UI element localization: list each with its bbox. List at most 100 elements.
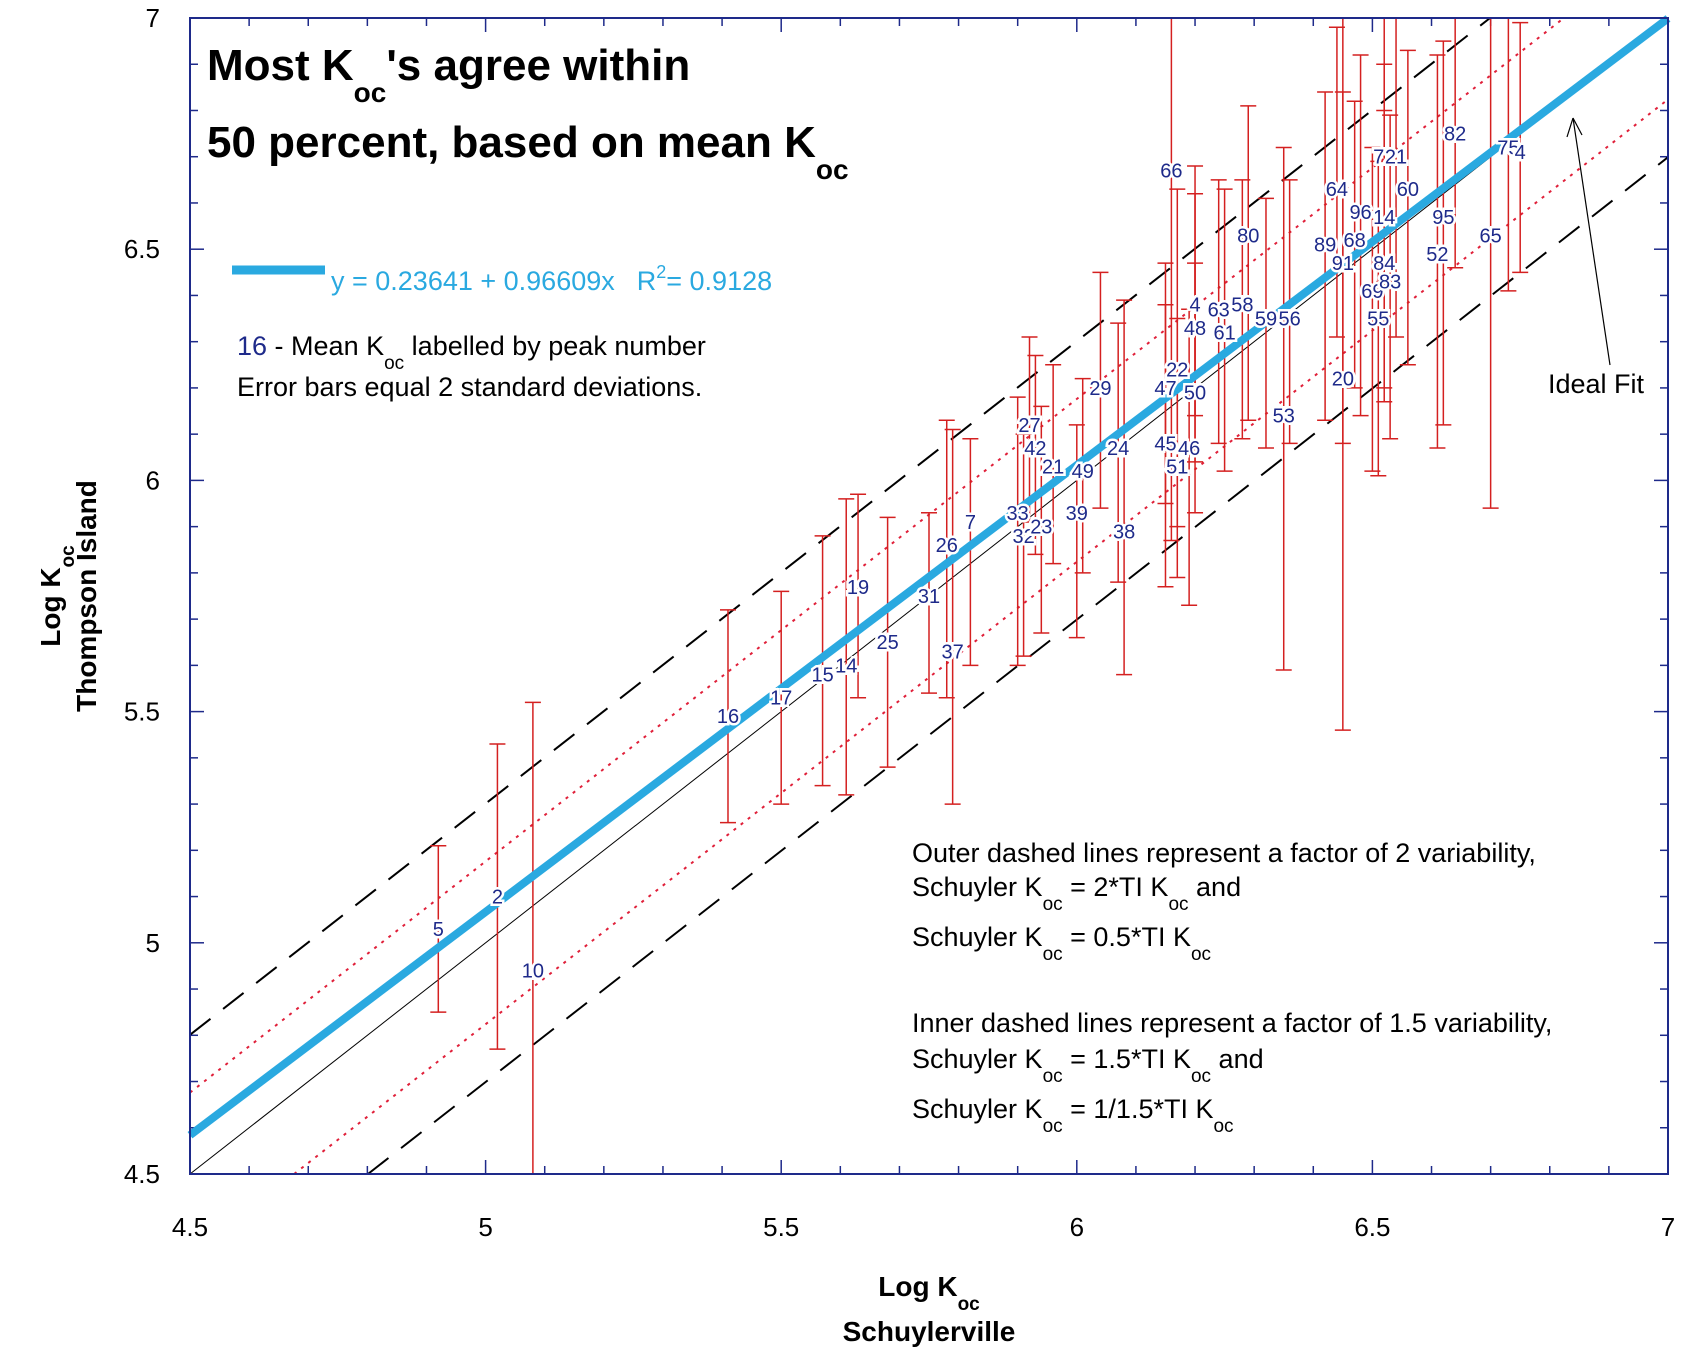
x-tick-label: 4.5 <box>172 1212 208 1242</box>
ideal-fit-arrow <box>1572 117 1611 366</box>
inner-dotted-upper <box>189 17 1565 1094</box>
point-label: 14 <box>835 655 857 677</box>
plot-frame <box>189 17 1669 1175</box>
point-label: 50 <box>1184 383 1206 405</box>
outer-dashed-lower <box>367 156 1669 1175</box>
point-label: 33 <box>1007 503 1029 525</box>
point-label: 47 <box>1154 378 1176 400</box>
point-label: 75 <box>1497 137 1519 159</box>
point-label: 68 <box>1344 230 1366 252</box>
point-label: 22 <box>1166 359 1188 381</box>
point-label: 48 <box>1184 318 1206 340</box>
ideal-fit-label: Ideal Fit <box>1548 369 1645 399</box>
point-label: 55 <box>1367 309 1389 331</box>
y-tick-label: 6.5 <box>124 234 160 264</box>
point-label: 25 <box>876 632 898 654</box>
y-axis-title-line2: Thompson Island <box>71 480 102 712</box>
note-inner-line1: Inner dashed lines represent a factor of… <box>912 1008 1552 1038</box>
x-axis-title: Log Koc <box>878 1271 980 1315</box>
point-label: 65 <box>1480 225 1502 247</box>
point-label: 64 <box>1326 179 1348 201</box>
point-label: 5 <box>433 919 444 941</box>
point-label: 49 <box>1072 461 1094 483</box>
point-label: 61 <box>1213 322 1235 344</box>
y-tick-label: 6 <box>146 465 160 495</box>
point-label: 95 <box>1432 207 1454 229</box>
outer-dashed-upper <box>189 17 1491 1036</box>
point-label: 17 <box>770 688 792 710</box>
point-label: 21 <box>1042 457 1064 479</box>
point-label: 21 <box>1385 147 1407 169</box>
y-tick-label: 5 <box>146 928 160 958</box>
chart-title-line2: 50 percent, based on mean Koc <box>207 118 849 185</box>
point-label: 15 <box>811 665 833 687</box>
note-inner-line2: Schuyler Koc = 1.5*TI Koc and <box>912 1044 1264 1087</box>
note-outer-line2: Schuyler Koc = 2*TI Koc and <box>912 872 1241 915</box>
note-inner-line3: Schuyler Koc = 1/1.5*TI Koc <box>912 1094 1234 1137</box>
point-label: 83 <box>1379 272 1401 294</box>
regression-fit-line <box>187 15 1671 1139</box>
point-label: 31 <box>918 586 940 608</box>
point-label: 24 <box>1107 438 1129 460</box>
y-tick-label: 4.5 <box>124 1159 160 1189</box>
point-label: 38 <box>1113 521 1135 543</box>
point-label: 80 <box>1237 225 1259 247</box>
point-label: 37 <box>942 641 964 663</box>
point-label: 26 <box>936 535 958 557</box>
point-label: 96 <box>1349 202 1371 224</box>
fit-equation: y = 0.23641 + 0.96609x R2= 0.9128 <box>331 262 772 296</box>
point-label: 82 <box>1444 124 1466 146</box>
point-label: 7 <box>965 512 976 534</box>
point-label: 58 <box>1231 295 1253 317</box>
point-label: 59 <box>1255 309 1277 331</box>
error-bars <box>430 18 1529 1174</box>
x-tick-label: 7 <box>1661 1212 1675 1242</box>
point-label: 39 <box>1066 503 1088 525</box>
x-tick-label: 6 <box>1070 1212 1084 1242</box>
point-label: 16 <box>717 706 739 728</box>
ideal-fit-arrowhead <box>1566 117 1583 138</box>
point-label: 72 <box>1373 147 1395 169</box>
x-tick-label: 5 <box>478 1212 492 1242</box>
point-label: 51 <box>1166 457 1188 479</box>
point-label: 69 <box>1361 281 1383 303</box>
chart-title-line1: Most Koc's agree within <box>207 41 690 108</box>
tick-labels: 4.5 5 5.5 6 6.5 7 4.5 5 5.5 6 6.5 7 <box>124 3 1675 1242</box>
point-label: 14 <box>1373 207 1395 229</box>
point-label: 10 <box>522 961 544 983</box>
point-label: 42 <box>1024 438 1046 460</box>
point-label: 20 <box>1332 369 1354 391</box>
x-tick-label: 6.5 <box>1354 1212 1390 1242</box>
point-label: 66 <box>1160 161 1182 183</box>
point-label: 29 <box>1089 378 1111 400</box>
point-label: 84 <box>1373 253 1395 275</box>
legend-mean-koc: 16 - Mean Koc labelled by peak number <box>237 331 706 374</box>
note-outer-line1: Outer dashed lines represent a factor of… <box>912 838 1536 868</box>
point-label: 32 <box>1012 526 1034 548</box>
point-label: 2 <box>492 887 503 909</box>
note-outer-line3: Schuyler Koc = 0.5*TI Koc <box>912 922 1211 965</box>
inner-dotted-lower <box>293 98 1669 1175</box>
regression-line <box>187 15 1671 1139</box>
point-label: 46 <box>1178 438 1200 460</box>
y-tick-label: 7 <box>146 3 160 33</box>
point-label: 45 <box>1154 433 1176 455</box>
x-tick-label: 5.5 <box>763 1212 799 1242</box>
y-axis-title: Log Koc <box>35 545 79 647</box>
point-label: 89 <box>1314 235 1336 257</box>
point-label: 4 <box>1189 295 1200 317</box>
point-label: 91 <box>1332 253 1354 275</box>
point-label: 60 <box>1397 179 1419 201</box>
point-label: 23 <box>1030 517 1052 539</box>
point-label: 53 <box>1273 406 1295 428</box>
legend-error-bars: Error bars equal 2 standard deviations. <box>237 372 702 402</box>
point-label: 19 <box>847 577 869 599</box>
point-label: 56 <box>1279 309 1301 331</box>
point-label: 52 <box>1426 244 1448 266</box>
x-axis-title-line2: Schuylerville <box>843 1316 1016 1347</box>
point-label: 4 <box>1515 142 1526 164</box>
y-tick-label: 5.5 <box>124 697 160 727</box>
point-label: 63 <box>1208 299 1230 321</box>
